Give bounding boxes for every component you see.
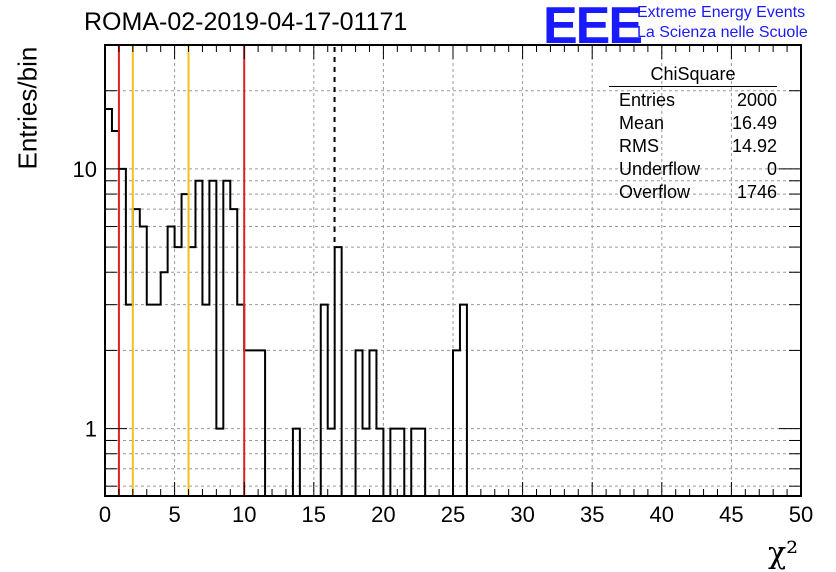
logo-line-2: La Scienza nelle Scuole [637, 24, 808, 41]
stats-row-entries: Entries 2000 [609, 89, 777, 112]
x-tick-label: 50 [789, 502, 813, 527]
x-tick-label: 15 [302, 502, 326, 527]
stats-value: 0 [766, 159, 777, 179]
logo-line-1: Extreme Energy Events [637, 4, 806, 21]
stats-value: 16.49 [731, 113, 777, 133]
eee-logo: EEE [543, 0, 643, 55]
x-tick-label: 5 [168, 502, 180, 527]
x-tick-label: 10 [232, 502, 256, 527]
stats-label: Underflow [619, 159, 701, 179]
y-tick-label: 1 [85, 417, 97, 442]
stats-row-rms: RMS 14.92 [609, 135, 777, 158]
stats-label: Entries [619, 90, 676, 110]
stats-row-mean: Mean 16.49 [609, 112, 777, 135]
x-axis-label: χ² [768, 536, 799, 571]
x-tick-label: 0 [99, 502, 111, 527]
x-tick-label: 45 [719, 502, 743, 527]
x-tick-label: 25 [441, 502, 465, 527]
stats-label: RMS [619, 136, 659, 156]
x-tick-label: 20 [371, 502, 395, 527]
stats-value: 2000 [736, 90, 777, 110]
stats-label: Overflow [619, 182, 691, 202]
stats-value: 14.92 [731, 136, 777, 156]
y-tick-label: 10 [73, 157, 97, 182]
stats-value: 1746 [736, 182, 777, 202]
stats-box: ChiSquare Entries 2000 Mean 16.49 RMS 14… [609, 64, 777, 204]
x-tick-label: 40 [650, 502, 674, 527]
stats-row-underflow: Underflow 0 [609, 158, 777, 181]
stats-label: Mean [619, 113, 665, 133]
y-axis-label: Entries/bin [12, 46, 43, 170]
chart-title: ROMA-02-2019-04-17-01171 [84, 8, 408, 36]
x-tick-label: 35 [580, 502, 604, 527]
stats-row-overflow: Overflow 1746 [609, 181, 777, 204]
stats-title: ChiSquare [609, 64, 777, 87]
x-tick-label: 30 [510, 502, 534, 527]
